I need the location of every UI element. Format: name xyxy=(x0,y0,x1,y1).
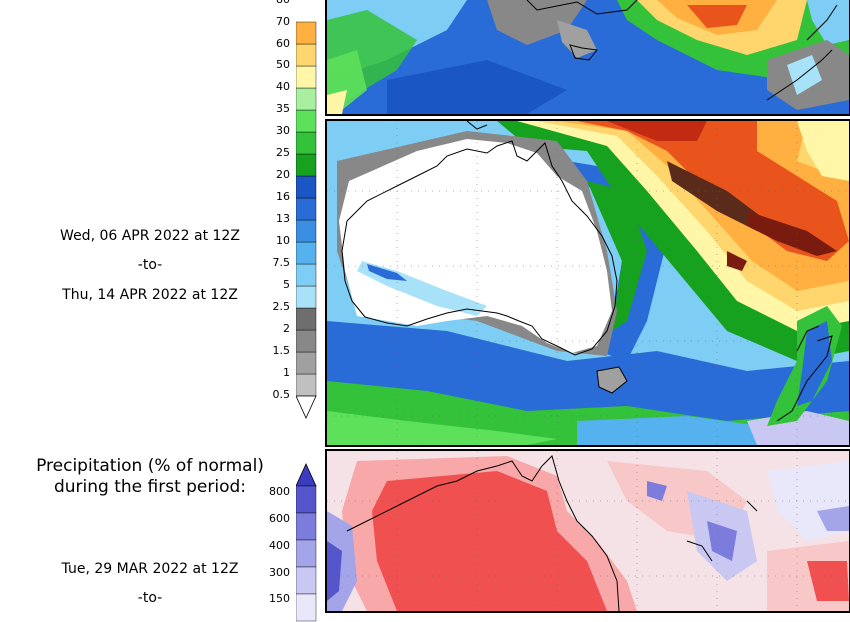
period-separator: -to- xyxy=(137,257,163,273)
scale-label: 300 xyxy=(269,566,290,579)
scale-label: 50 xyxy=(276,58,290,71)
colorbar-swatch xyxy=(296,307,317,331)
colorbar-swatch xyxy=(296,65,317,89)
legend-panel: 80 70 60 50 40 35 30 25 20 16 13 10 7.5 … xyxy=(0,0,322,622)
precipitation-map-main xyxy=(325,119,850,447)
anomaly-period-separator: -to- xyxy=(137,590,163,606)
scale-label: 35 xyxy=(276,102,290,115)
colorbar-swatch xyxy=(296,512,317,541)
colorbar-upper-arrow xyxy=(296,463,317,487)
colorbar-swatch xyxy=(296,153,317,177)
scale-label: 1.5 xyxy=(272,344,291,357)
scale-label: 2 xyxy=(283,322,290,335)
colorbar-swatch xyxy=(296,43,317,67)
colorbar-swatch xyxy=(296,351,317,375)
colorbar-swatch xyxy=(296,373,317,397)
colorbar-swatch xyxy=(296,109,317,133)
scale-label: 40 xyxy=(276,80,290,93)
period-start: Wed, 06 APR 2022 at 12Z xyxy=(60,228,240,244)
scale-label: 7.5 xyxy=(272,256,291,269)
precipitation-anomaly-map xyxy=(325,449,850,613)
scale-label: 5 xyxy=(283,278,290,291)
scale-label: 0.5 xyxy=(272,388,291,401)
scale-label: 25 xyxy=(276,146,290,159)
scale-label: 800 xyxy=(269,485,290,498)
colorbar-swatch xyxy=(296,485,317,514)
anomaly-period-start: Tue, 29 MAR 2022 at 12Z xyxy=(61,561,239,577)
scale-label: 80 xyxy=(276,0,290,6)
scale-label: 30 xyxy=(276,124,290,137)
colorbar-swatch xyxy=(296,87,317,111)
scale-label: 60 xyxy=(276,37,290,50)
scale-label: 13 xyxy=(276,212,290,225)
colorbar-lower-arrow xyxy=(296,395,317,419)
scale-label: 20 xyxy=(276,168,290,181)
anomaly-title-line2: during the first period: xyxy=(53,477,247,497)
colorbar-swatch xyxy=(296,197,317,221)
precipitation-colorbar xyxy=(296,21,317,419)
precipitation-map-previous xyxy=(325,0,850,116)
scale-label: 600 xyxy=(269,512,290,525)
period-end: Thu, 14 APR 2022 at 12Z xyxy=(62,287,238,303)
scale-label: 1 xyxy=(283,366,290,379)
colorbar-swatch xyxy=(296,21,317,45)
scale-label: 2.5 xyxy=(272,300,291,313)
anomaly-title-line1: Precipitation (% of normal) xyxy=(36,456,264,476)
colorbar-swatch xyxy=(296,329,317,353)
scale-label: 16 xyxy=(276,190,290,203)
anomaly-title: Precipitation (% of normal) during the f… xyxy=(0,456,300,498)
scale-label: 400 xyxy=(269,539,290,552)
scale-label: 70 xyxy=(276,15,290,28)
precip-scale-labels: 80 70 60 50 40 35 30 25 20 16 13 10 7.5 … xyxy=(250,0,291,600)
anomaly-scale-labels: 800 600 400 300 1 50 xyxy=(250,0,290,605)
colorbar-swatch xyxy=(296,131,317,155)
scale-label: 10 xyxy=(276,234,290,247)
colorbar-swatch xyxy=(296,175,317,199)
